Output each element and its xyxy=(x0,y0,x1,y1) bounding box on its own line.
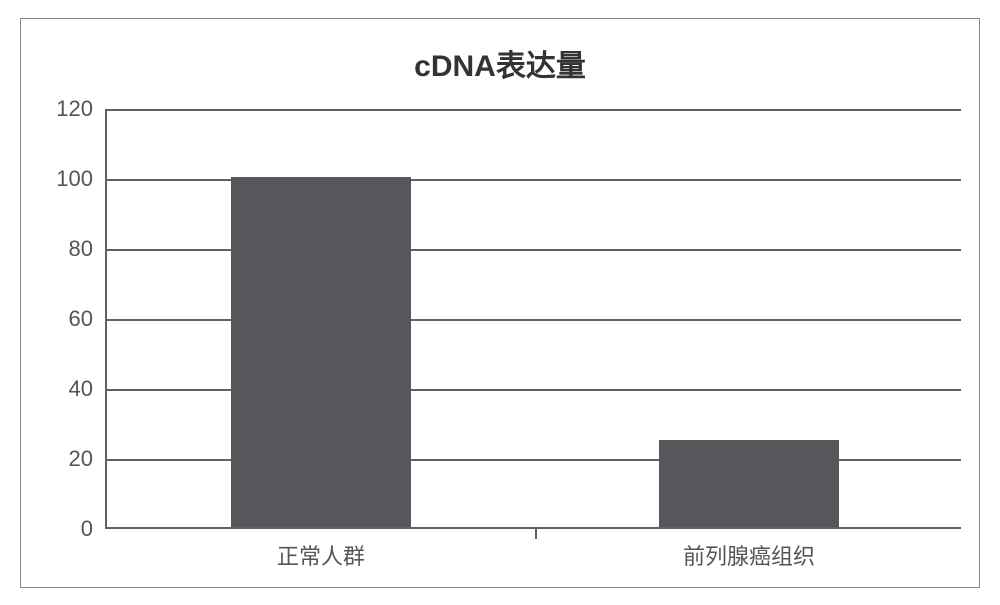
y-tick-label: 40 xyxy=(69,376,93,402)
x-tick-label: 前列腺癌组织 xyxy=(683,539,815,571)
x-tick-label: 正常人群 xyxy=(277,539,365,571)
category-separator xyxy=(535,529,537,539)
bar xyxy=(231,177,411,527)
y-tick-label: 60 xyxy=(69,306,93,332)
y-tick-label: 120 xyxy=(56,96,93,122)
y-tick-label: 80 xyxy=(69,236,93,262)
plot-area: 020406080100120正常人群前列腺癌组织 xyxy=(105,109,961,529)
y-tick-label: 100 xyxy=(56,166,93,192)
y-tick-label: 0 xyxy=(81,516,93,542)
chart-container: cDNA表达量 020406080100120正常人群前列腺癌组织 xyxy=(20,18,980,588)
chart-title: cDNA表达量 xyxy=(21,41,979,85)
y-tick-label: 20 xyxy=(69,446,93,472)
bar xyxy=(659,440,839,528)
gridline xyxy=(107,109,961,111)
